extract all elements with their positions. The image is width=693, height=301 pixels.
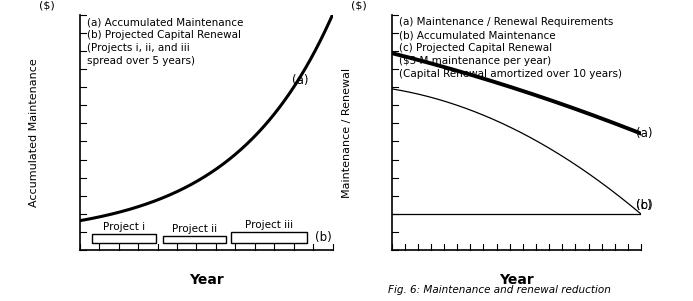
Text: Project iii: Project iii [245, 220, 293, 231]
Text: ($): ($) [351, 0, 367, 10]
Text: Project i: Project i [103, 222, 145, 232]
Bar [92, 234, 156, 243]
Text: Fig. 6: Maintenance and renewal reduction: Fig. 6: Maintenance and renewal reductio… [387, 285, 611, 295]
Text: (a): (a) [636, 127, 653, 140]
Bar [163, 236, 227, 243]
Text: (a) Maintenance / Renewal Requirements
(b) Accumulated Maintenance
(c) Projected: (a) Maintenance / Renewal Requirements (… [399, 17, 622, 79]
Text: (b): (b) [315, 231, 332, 244]
Text: Project ii: Project ii [173, 224, 218, 234]
Text: (a): (a) [292, 74, 308, 87]
Text: (b): (b) [636, 199, 653, 212]
Bar [231, 232, 308, 243]
Text: (c): (c) [636, 199, 651, 212]
Text: Maintenance / Renewal: Maintenance / Renewal [342, 67, 351, 197]
Text: (a) Accumulated Maintenance
(b) Projected Capital Renewal
(Projects i, ii, and i: (a) Accumulated Maintenance (b) Projecte… [87, 17, 244, 66]
Text: Accumulated Maintenance: Accumulated Maintenance [29, 58, 40, 207]
Text: ($): ($) [39, 0, 55, 10]
Text: Year: Year [188, 273, 224, 287]
Text: Year: Year [499, 273, 534, 287]
